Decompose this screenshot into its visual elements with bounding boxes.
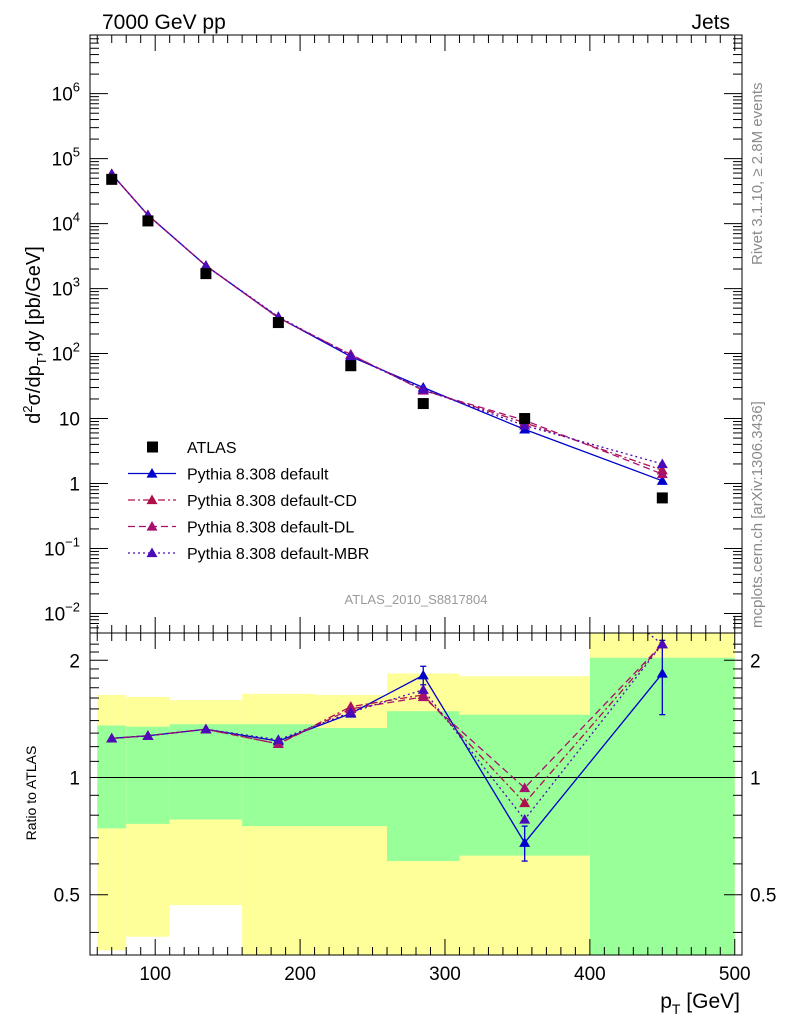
main-y-axis-label: d2σ/dpT,dy [pb/GeV]: [20, 246, 49, 424]
uncertainty-band-green: [169, 724, 243, 820]
legend-marker: [146, 468, 158, 478]
uncertainty-band-green: [126, 726, 170, 824]
watermark: ATLAS_2010_S8817804: [345, 592, 488, 607]
ratio-series-point: [519, 782, 531, 793]
svg-text:pT [GeV]: pT [GeV]: [660, 990, 740, 1017]
legend: ATLAS Pythia 8.308 default Pythia 8.308 de…: [128, 440, 369, 563]
ratio-series-point: [345, 706, 357, 717]
main-series-point: [345, 350, 357, 361]
uncertainty-band-green: [387, 711, 460, 862]
legend-label: Pythia 8.308 default: [187, 467, 329, 484]
x-tick-label: 400: [574, 964, 606, 985]
main-y-tick-label: 10−2: [44, 599, 80, 625]
main-series-point: [656, 458, 668, 469]
ratio-y-tick-label-right: 2: [750, 651, 761, 672]
legend-marker: [146, 547, 158, 558]
legend-label: ATLAS: [187, 440, 237, 457]
main-y-tick-label: 10−1: [44, 534, 80, 560]
data-point: [656, 492, 668, 504]
x-tick-label: 500: [719, 964, 751, 985]
ratio-series-point: [519, 837, 531, 847]
main-y-tick-label: 106: [52, 80, 80, 106]
legend-marker: [146, 521, 158, 531]
data-point: [106, 173, 118, 185]
header-right: Jets: [691, 11, 730, 34]
ratio-y-tick-label: 1: [69, 768, 80, 789]
main-panel: 10−2 10−1 1 10 102 103 104 105 106 ATLAS_2010_S8…: [20, 34, 743, 634]
ratio-y-tick-label: 0.5: [54, 886, 80, 907]
main-series-point: [656, 475, 668, 485]
ratio-series-point: [106, 732, 118, 743]
main-frame: [89, 34, 743, 634]
main-series-point: [519, 420, 531, 430]
main-y-tick-label: 103: [52, 275, 80, 301]
side-label-bottom: mcplots.cern.ch [arXiv:1306.3436]: [749, 401, 766, 628]
data-point: [272, 317, 284, 329]
data-point: [200, 268, 212, 280]
ratio-y-tick-label-right: 0.5: [750, 886, 776, 907]
main-series-point: [200, 260, 212, 270]
legend-marker: [147, 441, 158, 453]
ratio-series-point: [417, 669, 429, 680]
data-point: [519, 413, 531, 425]
side-label-top: Rivet 3.1.10, ≥ 2.8M events: [749, 83, 766, 266]
main-series-line: [111, 173, 663, 475]
main-series-point: [417, 383, 429, 394]
x-tick-label: 300: [429, 964, 461, 985]
ratio-y-tick-label-right: 1: [750, 768, 761, 789]
x-tick-label: 100: [139, 964, 171, 985]
header-left: 7000 GeV pp: [102, 11, 226, 34]
ratio-series-point: [417, 691, 429, 702]
data-point: [142, 215, 154, 227]
legend-label: Pythia 8.308 default-DL: [187, 520, 354, 537]
main-series-point: [656, 468, 668, 479]
ratio-series-point: [417, 684, 429, 694]
main-y-tick-label: 1: [69, 475, 80, 496]
ratio-panel: 100 200 300 400 500 0.5 0.5 1 1 2 2 Ratio to ATLAS…: [23, 632, 776, 1017]
legend-marker: [146, 494, 158, 505]
x-tick-label: 200: [284, 964, 316, 985]
legend-label: Pythia 8.308 default-CD: [187, 493, 357, 510]
ratio-series-point: [519, 813, 531, 824]
legend-label: Pythia 8.308 default-MBR: [187, 546, 369, 563]
main-y-tick-label: 102: [52, 340, 80, 366]
ratio-series-point: [142, 730, 154, 740]
main-series-line: [111, 173, 663, 465]
ratio-series-point: [200, 723, 212, 734]
ratio-series-point: [656, 638, 668, 649]
main-y-tick-label: 105: [52, 145, 80, 171]
ratio-y-axis-label: Ratio to ATLAS: [23, 746, 39, 841]
ratio-series-point: [272, 734, 284, 744]
main-y-tick-label: 104: [52, 210, 80, 236]
uncertainty-band-green: [97, 725, 127, 829]
main-series-line: [111, 173, 663, 482]
data-point: [345, 360, 357, 372]
ratio-series-point: [519, 797, 531, 808]
main-series-line: [111, 173, 663, 471]
main-y-tick-label: 10: [59, 410, 80, 431]
x-axis-label: pT [GeV]: [660, 990, 740, 1017]
svg-text:d2σ/dpT,dy [pb/GeV]: d2σ/dpT,dy [pb/GeV]: [20, 246, 49, 424]
ratio-y-tick-label: 2: [69, 651, 80, 672]
data-point: [417, 398, 429, 410]
ratio-series-point: [656, 667, 668, 678]
